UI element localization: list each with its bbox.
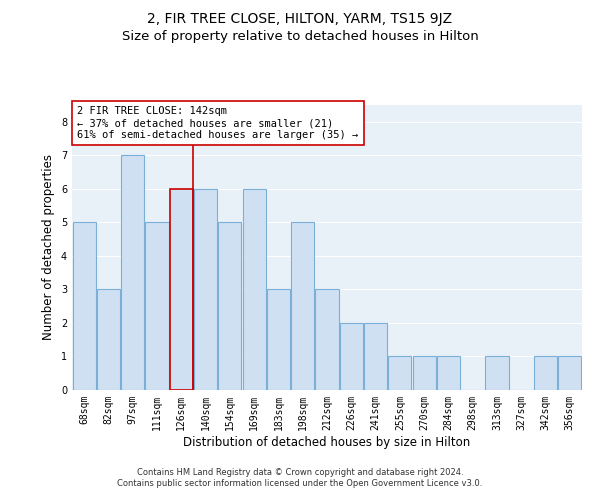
Bar: [170, 189, 193, 390]
Y-axis label: Number of detached properties: Number of detached properties: [43, 154, 55, 340]
Bar: [485, 356, 509, 390]
Bar: [291, 222, 314, 390]
Text: 2 FIR TREE CLOSE: 142sqm
← 37% of detached houses are smaller (21)
61% of semi-d: 2 FIR TREE CLOSE: 142sqm ← 37% of detach…: [77, 106, 358, 140]
Bar: [534, 356, 557, 390]
X-axis label: Distribution of detached houses by size in Hilton: Distribution of detached houses by size …: [184, 436, 470, 448]
Text: Size of property relative to detached houses in Hilton: Size of property relative to detached ho…: [122, 30, 478, 43]
Bar: [145, 222, 169, 390]
Bar: [194, 189, 217, 390]
Bar: [316, 290, 338, 390]
Bar: [413, 356, 436, 390]
Bar: [121, 156, 144, 390]
Bar: [242, 189, 266, 390]
Bar: [388, 356, 412, 390]
Bar: [267, 290, 290, 390]
Bar: [340, 323, 363, 390]
Bar: [437, 356, 460, 390]
Bar: [73, 222, 95, 390]
Bar: [97, 290, 120, 390]
Bar: [559, 356, 581, 390]
Bar: [218, 222, 241, 390]
Text: Contains HM Land Registry data © Crown copyright and database right 2024.
Contai: Contains HM Land Registry data © Crown c…: [118, 468, 482, 487]
Bar: [364, 323, 387, 390]
Text: 2, FIR TREE CLOSE, HILTON, YARM, TS15 9JZ: 2, FIR TREE CLOSE, HILTON, YARM, TS15 9J…: [148, 12, 452, 26]
